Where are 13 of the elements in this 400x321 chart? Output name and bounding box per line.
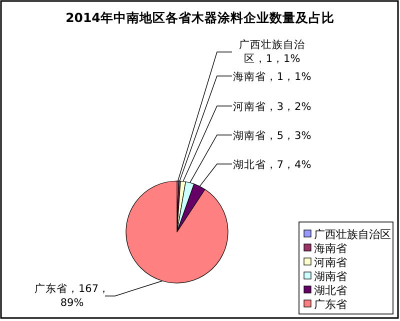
legend-label: 河南省 [314,256,347,269]
data-label: 湖南省，5，3% [232,129,312,142]
data-label: 湖北省，7，4% [232,158,312,171]
legend-label: 海南省 [314,242,347,255]
legend-label: 广西壮族自治区 [314,228,391,241]
legend-label: 湖北省 [314,284,347,297]
data-label: 海南省，1，1% [232,70,312,83]
data-label: 广东省，167，89% [34,282,110,309]
data-label: 河南省，3，2% [232,100,312,113]
data-label: 广西壮族自治区，1，1% [239,38,305,65]
chart-title: 2014年中南地区各省木器涂料企业数量及占比 [66,10,334,25]
legend-label: 湖南省 [314,270,347,283]
legend-label: 广东省 [314,298,347,311]
